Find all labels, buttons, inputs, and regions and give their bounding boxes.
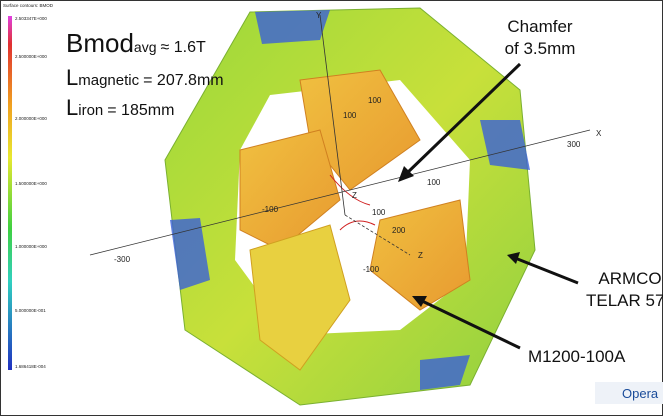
colorbar-label: 1.000000E+000	[15, 244, 47, 249]
axis-label: Z	[352, 191, 357, 200]
axis-label: 300	[567, 140, 581, 149]
chamfer-label: of 3.5mm	[505, 39, 576, 58]
axis-label: Z	[418, 251, 423, 260]
text: magnetic	[78, 72, 139, 89]
magnet	[165, 8, 535, 405]
colorbar-label: 2.500000E+000	[15, 54, 47, 59]
axis-label: 100	[368, 96, 382, 105]
axis-label: 100	[343, 111, 357, 120]
colorbar	[8, 16, 12, 370]
colorbar-title: Surface contours: BMOD	[3, 3, 54, 8]
axis-label: 100	[372, 208, 386, 217]
axis-label: -300	[114, 255, 131, 264]
colorbar-label: 2.000000E+000	[15, 116, 47, 121]
text: = 185mm	[107, 102, 174, 119]
text: = 207.8mm	[143, 72, 223, 89]
m1200-label: M1200-100A	[528, 347, 626, 366]
axis-label: 100	[427, 178, 441, 187]
axis-label: -100	[363, 265, 380, 274]
text: Bmod	[66, 28, 134, 58]
axis-label: X	[596, 129, 602, 138]
colorbar-label: 1.686418E-004	[15, 364, 46, 369]
colorbar-label: 5.000000E-001	[15, 308, 46, 313]
button-label[interactable]: Opera	[622, 386, 659, 401]
text: L	[66, 65, 78, 90]
axis-label: -100	[262, 205, 279, 214]
colorbar-label: 1.500000E+000	[15, 181, 47, 186]
text: L	[66, 95, 78, 120]
colorbar-label: 2.503347E+000	[15, 16, 47, 21]
text: ≈ 1.6T	[161, 39, 206, 56]
axis-label: Y	[316, 11, 322, 20]
text: iron	[78, 102, 103, 119]
axis-label: 200	[392, 226, 406, 235]
chamfer-label: Chamfer	[507, 17, 573, 36]
text: avg	[134, 39, 157, 55]
armco-label: TELAR 57S	[586, 291, 663, 310]
armco-label: ARMCO	[598, 269, 661, 288]
screenshot: Surface contours: BMOD 2.503347E+000 2.50…	[0, 0, 663, 416]
